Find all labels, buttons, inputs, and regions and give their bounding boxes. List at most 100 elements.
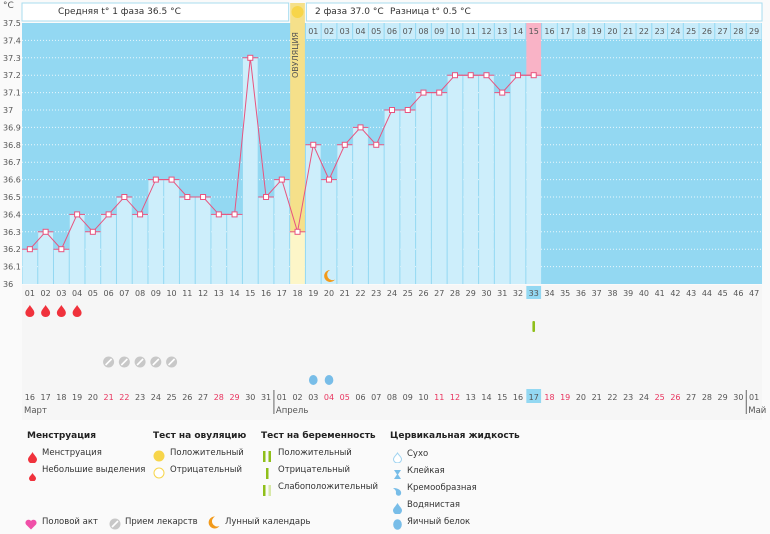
- menstruation-icon: [41, 305, 51, 317]
- calendar-date: 10: [418, 393, 428, 402]
- cycle-day-label: 44: [702, 289, 712, 298]
- temperature-bar: [242, 57, 258, 284]
- cycle-day-label: 15: [245, 289, 255, 298]
- phase2-day-cell: [305, 23, 321, 39]
- calendar-date: 17: [41, 393, 51, 402]
- y-tick-label: 36.6: [3, 176, 21, 185]
- legend-pregnancy-negative: Отрицательный: [278, 465, 350, 475]
- phase2-day-cell: [683, 23, 699, 39]
- phase2-header: [305, 2, 763, 22]
- temperature-bar: [416, 92, 431, 284]
- menstruation-icon: [72, 305, 82, 317]
- temperature-bar: [274, 179, 290, 284]
- cycle-day-label: 29: [466, 289, 476, 298]
- cycle-day-label: 03: [56, 289, 66, 298]
- month-label: Март: [24, 406, 47, 416]
- y-tick-label: 36.1: [3, 263, 21, 272]
- y-tick-label: 36.3: [3, 228, 21, 237]
- temperature-point: [451, 72, 458, 79]
- cycle-day-label: 09: [151, 289, 161, 298]
- legend-watery: Водянистая: [407, 500, 461, 510]
- cycle-day-label: 47: [749, 289, 759, 298]
- temperature-point: [105, 211, 112, 218]
- calendar-date: 28: [214, 393, 224, 402]
- phase2-day-cell: [479, 23, 494, 39]
- temperature-point: [247, 54, 254, 61]
- calendar-date: 18: [544, 393, 554, 402]
- temperature-point: [483, 72, 490, 79]
- calendar-date: 29: [229, 393, 239, 402]
- temperature-bar: [494, 92, 510, 284]
- temperature-point: [152, 176, 159, 183]
- egg-white-icon: [324, 375, 334, 385]
- temperature-bar: [116, 197, 132, 284]
- temperature-point: [530, 72, 537, 79]
- legend-pregnancy-positive: Положительный: [278, 448, 352, 458]
- pregnancy-test-negative-icon: [532, 321, 536, 332]
- cycle-day-label: 27: [434, 289, 444, 298]
- y-axis-unit: °C: [3, 1, 14, 11]
- calendar-date: 25: [166, 393, 176, 402]
- medication-icon: [109, 515, 121, 534]
- phase2-day-label: 23: [655, 27, 665, 36]
- legend-ovulation-test-title: Тест на овуляцию: [153, 431, 247, 441]
- cycle-day-label: 08: [135, 289, 145, 298]
- phase2-day-label: 04: [355, 27, 365, 36]
- temperature-point: [137, 211, 144, 218]
- calendar-date: 26: [670, 393, 680, 402]
- legend-pregnancy-weak: Слабоположительный: [278, 482, 379, 492]
- phase2-day-cell: [699, 23, 715, 39]
- temperature-bar: [290, 231, 305, 284]
- pregnancy-weak-icon: [263, 481, 272, 500]
- cycle-day-label: 07: [119, 289, 129, 298]
- cycle-day-label: 14: [229, 289, 239, 298]
- y-tick-label: 36.8: [3, 141, 21, 150]
- temperature-bar: [258, 197, 274, 284]
- temperature-point: [294, 228, 301, 235]
- phase2-day-label: 07: [403, 27, 413, 36]
- legend-egg-white: Яичный белок: [407, 517, 471, 527]
- calendar-date: 22: [119, 393, 129, 402]
- phase1-header: [21, 2, 290, 22]
- calendar-date: 07: [371, 393, 381, 402]
- temperature-bar: [69, 214, 85, 284]
- temperature-point: [278, 176, 285, 183]
- phase2-day-label: 20: [607, 27, 617, 36]
- menstruation-icon: [28, 448, 37, 467]
- cycle-day-label: 12: [198, 289, 208, 298]
- cycle-day-label: 46: [733, 289, 743, 298]
- phase2-day-label: 02: [324, 27, 334, 36]
- calendar-date: 01: [749, 393, 759, 402]
- calendar-date: 06: [355, 393, 365, 402]
- calendar-date: 13: [466, 393, 476, 402]
- legend-intercourse: Половой акт: [42, 517, 98, 527]
- temperature-point: [231, 211, 238, 218]
- egg-white-icon: [393, 515, 402, 534]
- phase2-day-cell: [589, 23, 605, 39]
- current-date-cell: [526, 389, 542, 403]
- temperature-point: [357, 124, 364, 131]
- watery-icon: [393, 499, 402, 518]
- phase2-day-cell: [431, 23, 447, 39]
- calendar-date: 27: [686, 393, 696, 402]
- calendar-date: 08: [387, 393, 397, 402]
- phase2-day-label: 13: [497, 27, 507, 36]
- y-tick-label: 37.2: [3, 71, 21, 80]
- calendar-date: 23: [135, 393, 145, 402]
- temperature-bar: [164, 179, 179, 284]
- calendar-date: 04: [324, 393, 334, 402]
- phase2-day-cell: [416, 23, 431, 39]
- legend-medication: Прием лекарств: [125, 517, 198, 527]
- bbt-chart: 36 36.1 36.2 36.3 36.4 36.5 36.6 36.7 36.8 36.9 37…: [3, 2, 767, 416]
- calendar-date: 24: [639, 393, 649, 402]
- phase1-average: Средняя t° 1 фаза 36.5 °C: [58, 7, 181, 17]
- phase2-day-label: 16: [544, 27, 554, 36]
- cycle-day-label: 20: [324, 289, 334, 298]
- phase2-day-cell: [353, 23, 368, 39]
- y-tick-label: 37.4: [3, 36, 21, 45]
- calendar-date: 19: [560, 393, 570, 402]
- cycle-day-label: 35: [560, 289, 570, 298]
- temperature-point: [215, 211, 222, 218]
- phase2-day-label: 06: [387, 27, 397, 36]
- cycle-day-label: 05: [88, 289, 98, 298]
